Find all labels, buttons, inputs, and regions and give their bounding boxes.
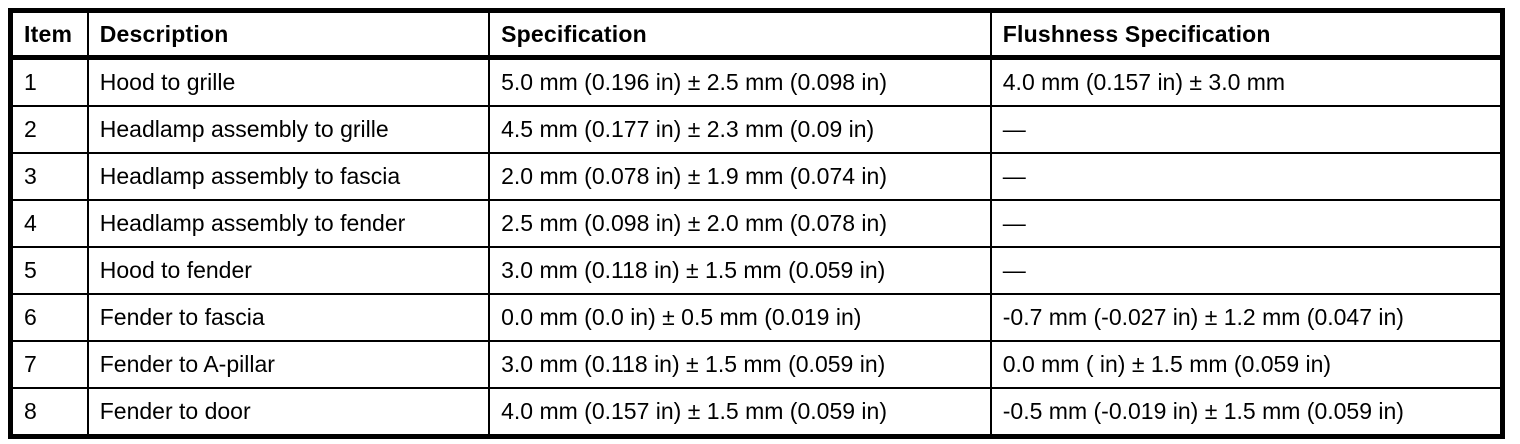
cell-flushness: 0.0 mm ( in) ± 1.5 mm (0.059 in) [989,340,1504,389]
cell-item: 4 [9,199,89,248]
cell-description: Fender to A-pillar [86,340,491,389]
cell-item: 5 [9,246,89,295]
column-header-specification: Specification [488,9,992,60]
cell-description: Fender to fascia [86,293,491,342]
cell-specification: 3.0 mm (0.118 in) ± 1.5 mm (0.059 in) [488,246,992,295]
table-header-row: Item Description Specification Flushness… [9,9,1504,60]
cell-description: Headlamp assembly to grille [86,105,491,154]
cell-flushness: — [989,152,1504,201]
table-row: 7 Fender to A-pillar 3.0 mm (0.118 in) ±… [9,340,1504,389]
cell-flushness: — [989,199,1504,248]
cell-specification: 2.5 mm (0.098 in) ± 2.0 mm (0.078 in) [488,199,992,248]
cell-flushness: -0.5 mm (-0.019 in) ± 1.5 mm (0.059 in) [989,387,1504,438]
flushness-spec-table: Item Description Specification Flushness… [8,8,1505,439]
cell-specification: 5.0 mm (0.196 in) ± 2.5 mm (0.098 in) [488,56,992,107]
column-header-flushness: Flushness Specification [989,9,1504,60]
cell-item: 6 [9,293,89,342]
table-row: 1 Hood to grille 5.0 mm (0.196 in) ± 2.5… [9,56,1504,107]
cell-description: Headlamp assembly to fender [86,199,491,248]
table-row: 4 Headlamp assembly to fender 2.5 mm (0.… [9,199,1504,248]
table-row: 2 Headlamp assembly to grille 4.5 mm (0.… [9,105,1504,154]
cell-item: 8 [9,387,89,438]
column-header-description: Description [86,9,491,60]
cell-specification: 0.0 mm (0.0 in) ± 0.5 mm (0.019 in) [488,293,992,342]
cell-description: Hood to grille [86,56,491,107]
cell-item: 7 [9,340,89,389]
table-row: 3 Headlamp assembly to fascia 2.0 mm (0.… [9,152,1504,201]
cell-description: Hood to fender [86,246,491,295]
cell-item: 1 [9,56,89,107]
table-row: 6 Fender to fascia 0.0 mm (0.0 in) ± 0.5… [9,293,1504,342]
cell-description: Headlamp assembly to fascia [86,152,491,201]
cell-description: Fender to door [86,387,491,438]
cell-flushness: — [989,105,1504,154]
cell-flushness: — [989,246,1504,295]
table-row: 5 Hood to fender 3.0 mm (0.118 in) ± 1.5… [9,246,1504,295]
cell-specification: 4.5 mm (0.177 in) ± 2.3 mm (0.09 in) [488,105,992,154]
table-row: 8 Fender to door 4.0 mm (0.157 in) ± 1.5… [9,387,1504,438]
cell-item: 3 [9,152,89,201]
cell-flushness: 4.0 mm (0.157 in) ± 3.0 mm [989,56,1504,107]
cell-flushness: -0.7 mm (-0.027 in) ± 1.2 mm (0.047 in) [989,293,1504,342]
cell-specification: 4.0 mm (0.157 in) ± 1.5 mm (0.059 in) [488,387,992,438]
cell-specification: 2.0 mm (0.078 in) ± 1.9 mm (0.074 in) [488,152,992,201]
column-header-item: Item [9,9,89,60]
cell-specification: 3.0 mm (0.118 in) ± 1.5 mm (0.059 in) [488,340,992,389]
cell-item: 2 [9,105,89,154]
